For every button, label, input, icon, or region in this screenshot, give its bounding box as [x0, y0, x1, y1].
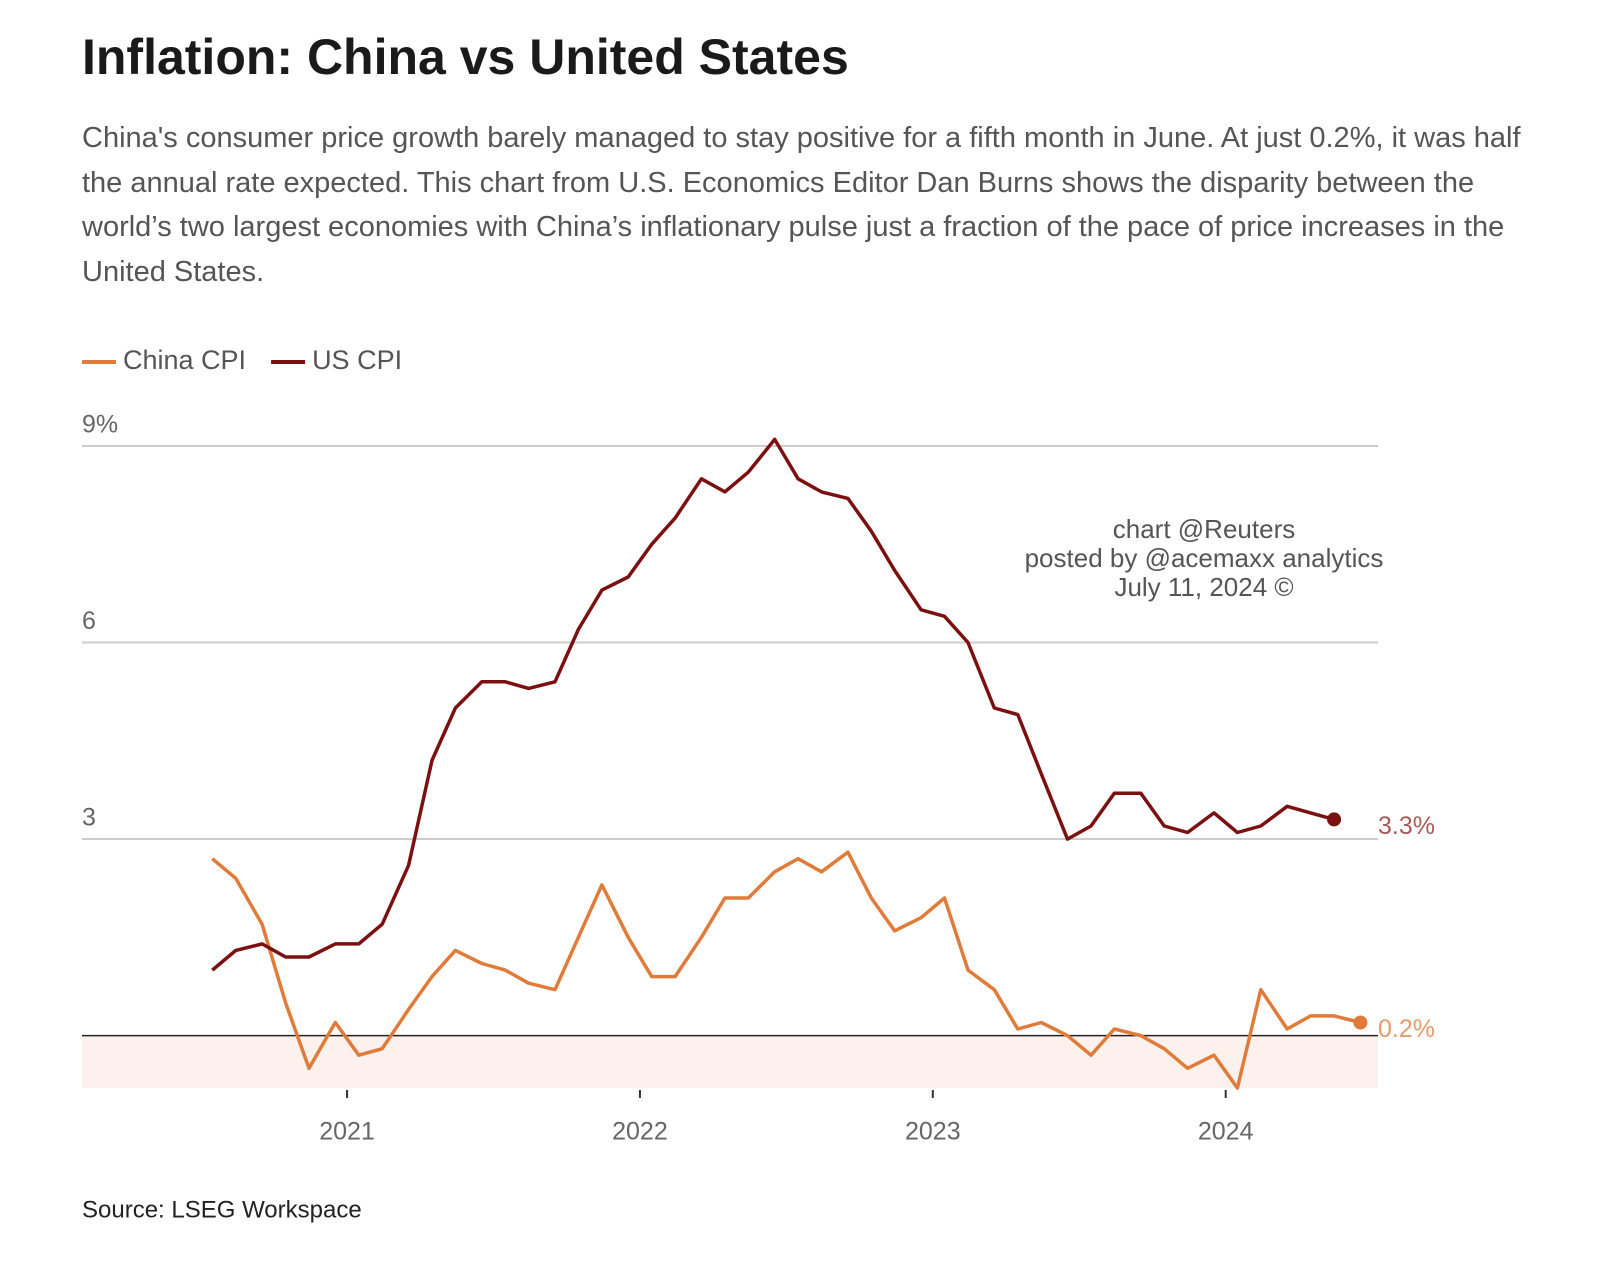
chart-title: Inflation: China vs United States — [82, 29, 849, 85]
chart-subtitle: China's consumer price growth barely man… — [82, 122, 1521, 288]
x-tick-label: 2023 — [905, 1118, 961, 1146]
data-label: 3.3% — [1378, 812, 1435, 840]
annotation: July 11, 2024 © — [1114, 572, 1293, 602]
annotation: posted by @acemaxx analytics — [1025, 543, 1384, 573]
x-tick-label: 2021 — [319, 1118, 375, 1146]
annotation: chart @Reuters — [1113, 514, 1295, 544]
y-tick-label: 6 — [82, 607, 96, 635]
y-tick-label: 9% — [82, 411, 118, 439]
end-point — [1327, 812, 1342, 827]
source: Source: LSEG Workspace — [82, 1196, 362, 1223]
y-tick-label: 3 — [82, 804, 96, 832]
x-tick-label: 2024 — [1198, 1118, 1254, 1146]
series-line — [211, 850, 1361, 1090]
end-point — [1353, 1015, 1368, 1030]
negative-region — [82, 1035, 1378, 1088]
x-tick-label: 2022 — [612, 1118, 668, 1146]
series-line — [211, 437, 1335, 972]
legend-label: US CPI — [312, 345, 402, 375]
data-label: 0.2% — [1378, 1015, 1435, 1043]
legend-label: China CPI — [123, 345, 246, 375]
